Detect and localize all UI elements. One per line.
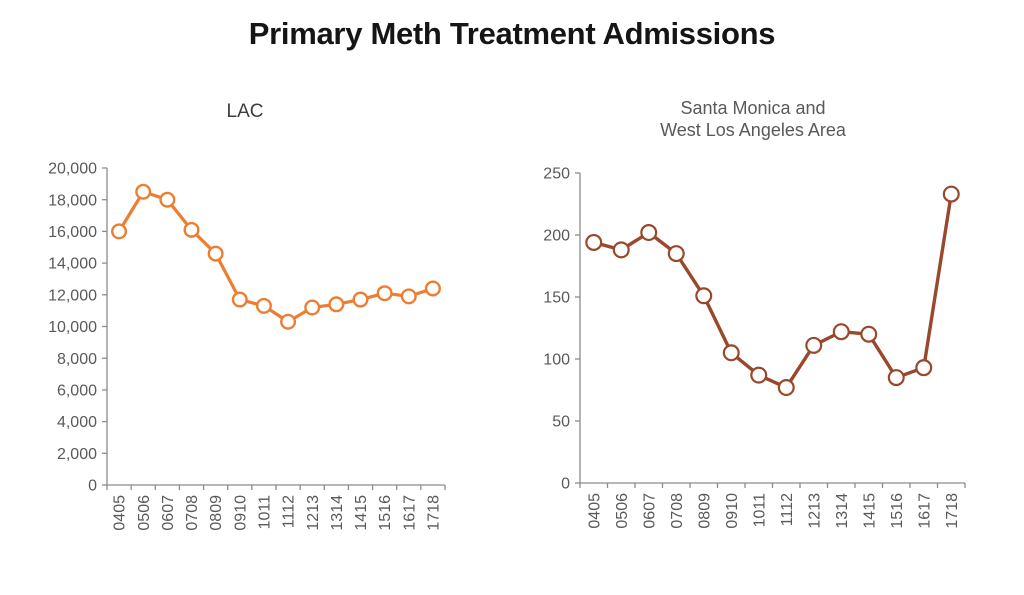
data-point-marker [887,369,905,387]
y-tick-label: 100 [543,352,570,369]
x-tick-label: 1415 [353,495,370,531]
data-point-marker [400,288,417,305]
data-point-marker [695,287,713,305]
data-point-marker [942,185,960,203]
y-tick-label: 50 [552,414,570,431]
santa-monica-chart-title: Santa Monica and West Los Angeles Area [512,98,994,142]
x-tick-label: 0607 [641,493,658,529]
y-tick-label: 0 [561,476,570,493]
y-tick-label: 200 [543,228,570,245]
y-tick-label: 16,000 [48,224,97,241]
data-point-marker [585,233,603,251]
y-tick-label: 250 [543,166,570,183]
x-tick-label: 1516 [377,495,394,531]
data-point-marker [915,359,933,377]
data-point-marker [612,241,630,259]
data-point-marker [280,313,297,330]
data-point-marker [860,325,878,343]
y-tick-label: 18,000 [48,192,97,209]
series-line [592,192,953,390]
data-point-marker [777,379,795,397]
y-tick-label: 2,000 [57,446,97,463]
x-tick-label: 0708 [184,495,201,531]
x-tick-label: 1314 [329,495,346,531]
page-title: Primary Meth Treatment Admissions [248,16,776,51]
x-tick-label: 1415 [861,493,878,529]
x-tick-label: 1011 [257,495,274,530]
x-tick-label: 1112 [281,495,298,528]
data-point-marker [640,224,658,242]
data-point-marker [424,280,441,297]
data-point-marker [111,223,128,240]
series-line [117,190,435,324]
x-tick-label: 0809 [696,493,713,529]
santa-monica-chart-title-line2: West Los Angeles Area [660,119,846,140]
data-point-marker [832,323,850,341]
lac-chart-title-text: LAC [226,101,264,122]
x-tick-label: 1314 [834,493,851,529]
data-point-marker [722,344,740,362]
x-tick-label: 1718 [426,495,443,531]
x-tick-label: 1112 [779,493,796,526]
lac-chart-title: LAC [0,101,490,123]
data-point-marker [183,221,200,238]
lac-chart-canvas: 0 2,000 4,000 6,000 8,000 10,000 12,000 14,000 1… [48,161,446,531]
x-tick-label: 0405 [112,495,129,531]
santa-monica-chart: Santa Monica and West Los Angeles Area 0… [512,95,1024,595]
y-tick-label: 10,000 [48,319,97,336]
x-tick-label: 1718 [944,493,961,529]
data-point-marker [352,291,369,308]
lac-chart: LAC 0 2,000 4,000 6,000 8,000 10,000 12,000 14,… [0,95,500,595]
data-point-marker [304,299,321,316]
data-point-marker [328,296,345,313]
x-tick-label: 0405 [586,493,603,529]
y-tick-label: 4,000 [57,414,97,431]
y-tick-label: 14,000 [48,256,97,273]
x-tick-label: 1516 [889,493,906,529]
y-tick-label: 0 [88,478,97,495]
data-point-marker [805,336,823,354]
data-point-marker [255,297,272,314]
santa-monica-chart-canvas: 0 50 100 150 200 250 0405 0506 0607 0708 0809 0910 1… [543,166,966,529]
data-point-marker [135,183,152,200]
data-point-marker [667,245,685,263]
x-tick-label: 0506 [614,493,631,529]
x-tick-label: 1617 [401,495,418,531]
x-tick-label: 0910 [724,493,741,529]
x-tick-label: 0708 [669,493,686,529]
data-point-marker [376,285,393,302]
santa-monica-chart-title-line1: Santa Monica and [680,98,826,118]
x-tick-label: 1011 [751,493,768,528]
x-tick-label: 1617 [916,493,933,529]
y-tick-label: 12,000 [48,287,97,304]
x-tick-label: 0910 [232,495,249,531]
y-tick-label: 6,000 [57,383,97,400]
data-point-marker [159,191,176,208]
x-tick-label: 1213 [806,493,823,529]
y-tick-label: 8,000 [57,351,97,368]
x-tick-label: 1213 [305,495,322,531]
data-point-marker [750,366,768,384]
x-tick-label: 0506 [136,495,153,531]
x-tick-label: 0607 [160,495,177,531]
data-point-marker [231,291,248,308]
data-point-marker [207,245,224,262]
y-tick-label: 20,000 [48,161,97,178]
y-tick-label: 150 [543,290,570,307]
x-tick-label: 0809 [208,495,225,531]
